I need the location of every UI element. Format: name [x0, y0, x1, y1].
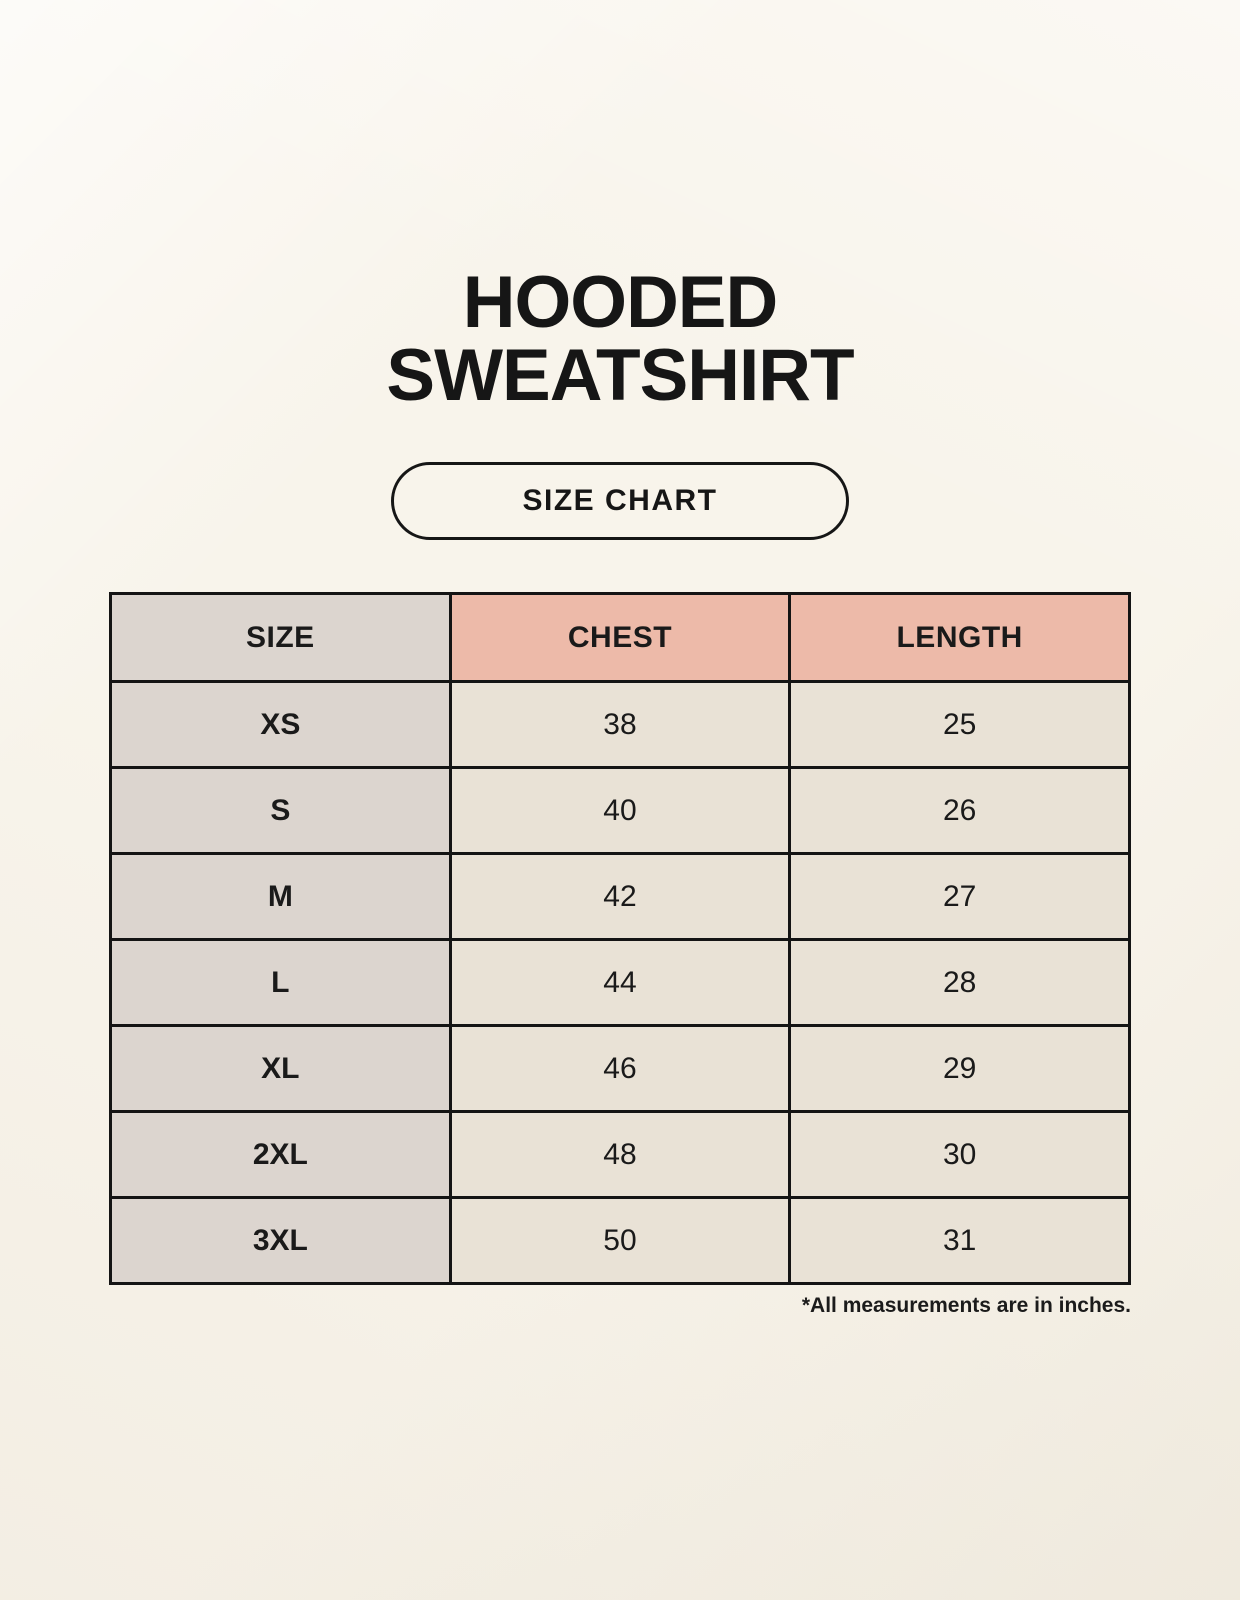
- length-cell: 31: [788, 1196, 1131, 1285]
- size-cell: 3XL: [109, 1196, 452, 1285]
- page-title: HOODED SWEATSHIRT: [0, 0, 1240, 412]
- chest-cell: 46: [448, 1024, 792, 1113]
- table-row: XL 46 29: [109, 1024, 1131, 1113]
- size-cell: L: [109, 938, 452, 1027]
- table-header-row: SIZE CHEST LENGTH: [109, 592, 1131, 683]
- size-cell: M: [109, 852, 452, 941]
- chest-cell: 48: [448, 1110, 792, 1199]
- size-cell: 2XL: [109, 1110, 452, 1199]
- size-cell: S: [109, 766, 452, 855]
- column-header-size: SIZE: [109, 592, 452, 683]
- size-cell: XS: [109, 680, 452, 769]
- table-row: XS 38 25: [109, 680, 1131, 769]
- chest-cell: 38: [448, 680, 792, 769]
- length-cell: 30: [788, 1110, 1131, 1199]
- table-row: S 40 26: [109, 766, 1131, 855]
- size-chart-button[interactable]: SIZE CHART: [391, 462, 849, 540]
- table-row: M 42 27: [109, 852, 1131, 941]
- size-cell: XL: [109, 1024, 452, 1113]
- table-row: 2XL 48 30: [109, 1110, 1131, 1199]
- chest-cell: 42: [448, 852, 792, 941]
- column-header-chest: CHEST: [448, 592, 792, 683]
- chest-cell: 44: [448, 938, 792, 1027]
- page-title-line2: SWEATSHIRT: [386, 335, 854, 416]
- page-title-line1: HOODED: [462, 262, 778, 343]
- chest-cell: 50: [448, 1196, 792, 1285]
- size-chart-page: HOODED SWEATSHIRT SIZE CHART SIZE CHEST …: [0, 0, 1240, 1317]
- length-cell: 27: [788, 852, 1131, 941]
- chest-cell: 40: [448, 766, 792, 855]
- size-table-body: XS 38 25 S 40 26 M 42 27 L 44 28 XL 46 29 2XL 48 30 3XL 50 3…: [109, 680, 1131, 1285]
- length-cell: 25: [788, 680, 1131, 769]
- size-table-container: SIZE CHEST LENGTH XS 38 25 S 40 26 M 42 27 L 44 28 X…: [109, 592, 1131, 1285]
- length-cell: 29: [788, 1024, 1131, 1113]
- length-cell: 28: [788, 938, 1131, 1027]
- measurements-footnote: *All measurements are in inches.: [801, 1294, 1131, 1317]
- table-row: L 44 28: [109, 938, 1131, 1027]
- length-cell: 26: [788, 766, 1131, 855]
- table-row: 3XL 50 31: [109, 1196, 1131, 1285]
- size-chart-button-label: SIZE CHART: [522, 484, 718, 517]
- size-table: SIZE CHEST LENGTH XS 38 25 S 40 26 M 42 27 L 44 28 X…: [109, 592, 1131, 1285]
- column-header-length: LENGTH: [788, 592, 1131, 683]
